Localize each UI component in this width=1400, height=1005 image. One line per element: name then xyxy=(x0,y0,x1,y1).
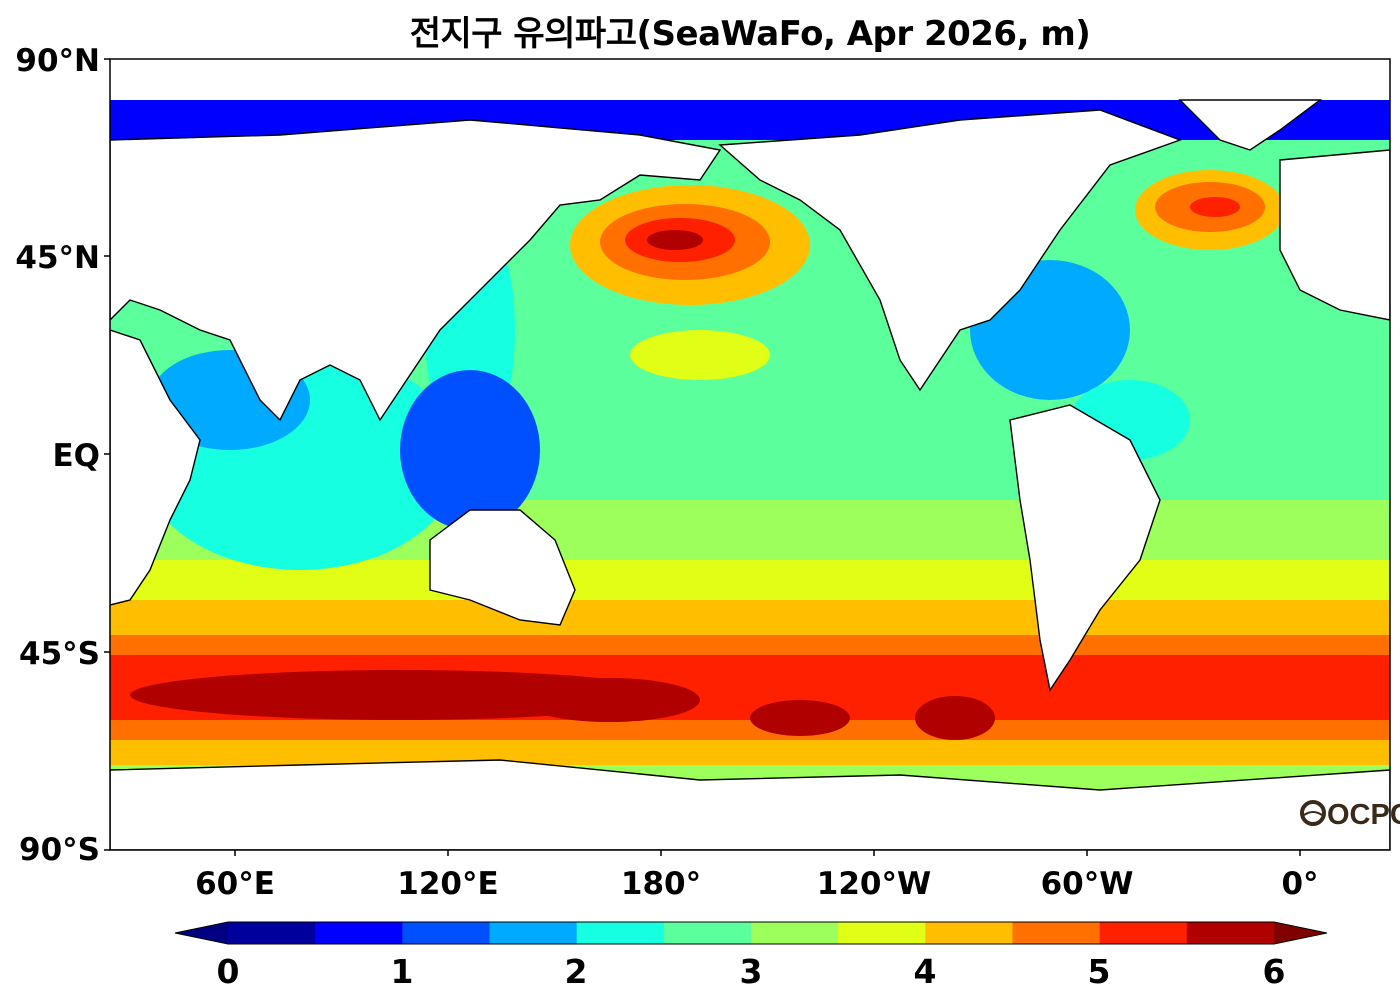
xtick-60w: 60°W xyxy=(1040,866,1134,902)
colorbar-segment xyxy=(751,922,839,944)
ocpc-logo-text: OCPC xyxy=(1327,799,1400,831)
colorbar-frame xyxy=(174,921,1328,945)
colorbar-tick-5: 5 xyxy=(1087,952,1111,991)
colorbar-segment xyxy=(315,922,403,944)
xtick-180: 180° xyxy=(620,866,702,902)
colorbar-segment xyxy=(576,922,665,944)
colorbar-tick-3: 3 xyxy=(739,952,763,991)
colorbar-tick-1: 1 xyxy=(390,952,414,991)
colorbar-segment xyxy=(925,922,1013,944)
colorbar-segment xyxy=(489,922,578,944)
axis-ticks xyxy=(104,58,1301,856)
colorbar-segment xyxy=(663,922,752,944)
ocpc-logo: OCPC xyxy=(1300,799,1400,831)
colorbar-segment xyxy=(1012,922,1101,944)
colorbar-segment xyxy=(838,922,926,944)
colorbar-segment xyxy=(1099,922,1188,944)
land xyxy=(110,99,1390,850)
colorbar-tick-4: 4 xyxy=(913,952,937,991)
colorbar-segment xyxy=(402,922,490,944)
colorbar-tick-0: 0 xyxy=(216,952,240,991)
colorbar-over-extend xyxy=(1274,922,1327,944)
map-title: 전지구 유의파고(SeaWaFo, Apr 2026, m) xyxy=(409,14,1091,54)
ytick-eq: EQ xyxy=(52,438,100,474)
ytick-90s: 90°S xyxy=(19,832,100,868)
colorbar-tick-6: 6 xyxy=(1262,952,1286,991)
xtick-120w: 120°W xyxy=(816,866,932,902)
ytick-90n: 90°N xyxy=(15,43,100,79)
ytick-45n: 45°N xyxy=(15,240,100,276)
wave-field xyxy=(110,100,1390,800)
xtick-0: 0° xyxy=(1281,866,1319,902)
colorbar-tick-2: 2 xyxy=(564,952,588,991)
xtick-60e: 60°E xyxy=(195,866,275,902)
colorbar xyxy=(174,921,1328,945)
colorbar-segment xyxy=(1186,922,1275,944)
xtick-120e: 120°E xyxy=(397,866,499,902)
ytick-45s: 45°S xyxy=(19,636,100,672)
colorbar-under-extend xyxy=(175,922,228,944)
colorbar-segment xyxy=(228,922,316,944)
